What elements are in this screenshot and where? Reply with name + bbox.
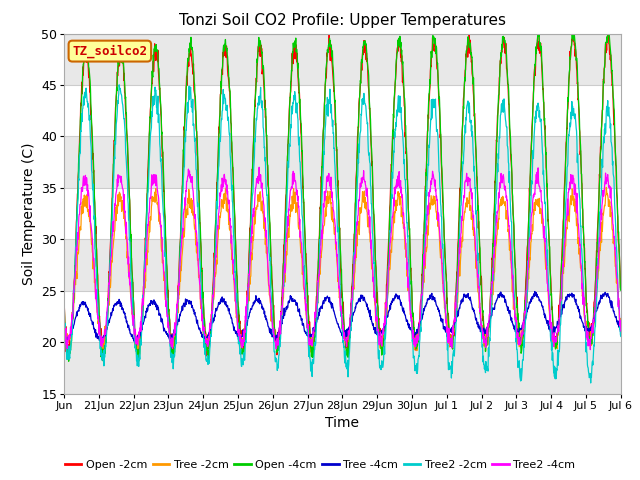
Text: TZ_soilco2: TZ_soilco2 xyxy=(72,44,147,58)
Bar xyxy=(64,188,621,240)
X-axis label: Time: Time xyxy=(325,416,360,430)
Bar xyxy=(64,34,621,85)
Title: Tonzi Soil CO2 Profile: Upper Temperatures: Tonzi Soil CO2 Profile: Upper Temperatur… xyxy=(179,13,506,28)
Bar xyxy=(64,240,621,291)
Bar xyxy=(64,342,621,394)
Y-axis label: Soil Temperature (C): Soil Temperature (C) xyxy=(22,143,35,285)
Bar xyxy=(64,85,621,136)
Bar xyxy=(64,136,621,188)
Bar xyxy=(64,291,621,342)
Legend: Open -2cm, Tree -2cm, Open -4cm, Tree -4cm, Tree2 -2cm, Tree2 -4cm: Open -2cm, Tree -2cm, Open -4cm, Tree -4… xyxy=(60,456,580,474)
